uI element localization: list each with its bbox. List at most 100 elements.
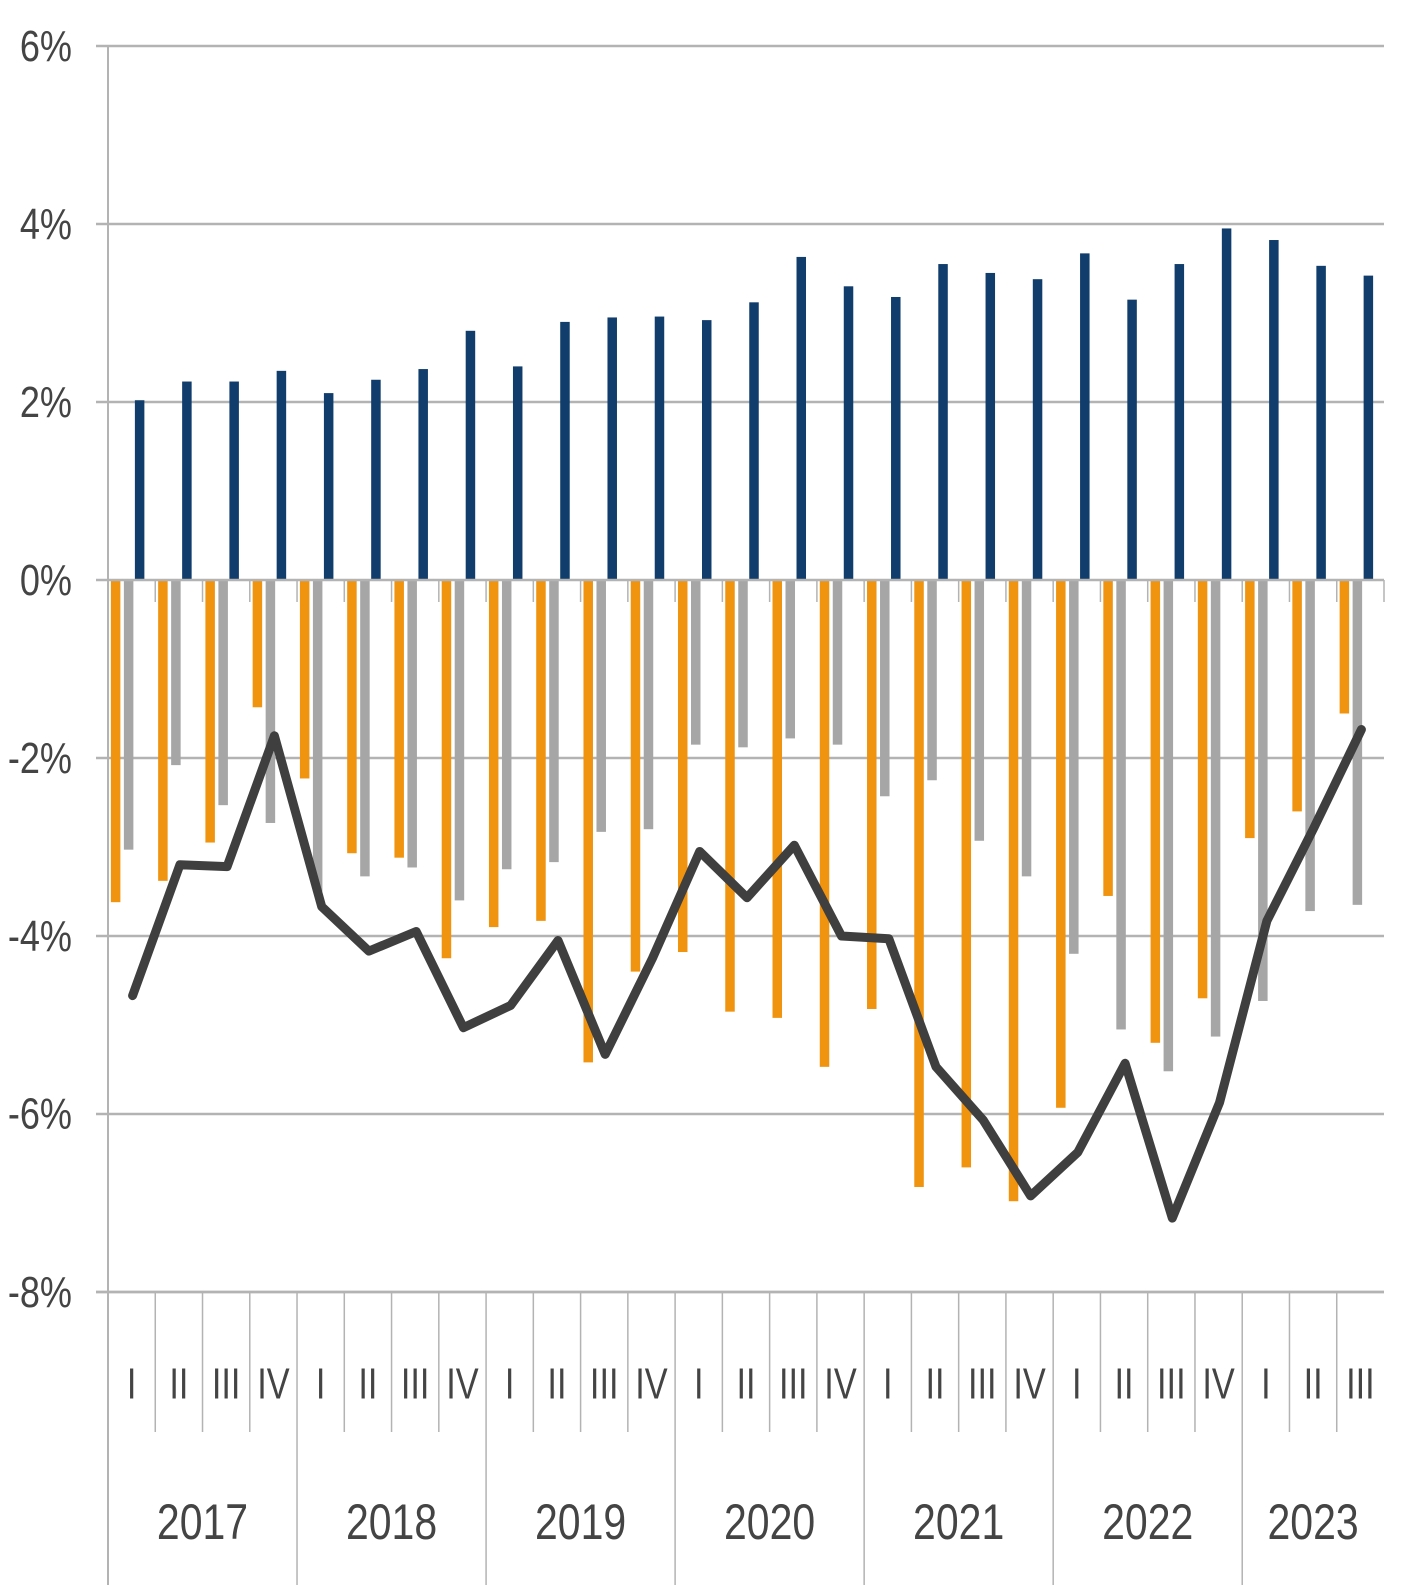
bar — [1258, 580, 1268, 1001]
quarter-label: I — [1072, 1359, 1082, 1408]
bar — [749, 302, 759, 580]
bar — [1339, 580, 1350, 714]
quarter-label: IV — [635, 1359, 668, 1408]
bar — [1305, 580, 1315, 912]
quarter-label: II — [547, 1359, 566, 1408]
bar — [961, 580, 972, 1168]
bar — [488, 580, 499, 928]
year-label: 2017 — [157, 1494, 248, 1550]
quarter-label: IV — [446, 1359, 479, 1408]
quarter-label: IV — [257, 1359, 290, 1408]
bar — [1163, 580, 1174, 1072]
quarter-label: IV — [824, 1359, 857, 1408]
bar — [1080, 253, 1090, 580]
bar — [985, 272, 996, 580]
quarter-label: IV — [1013, 1359, 1046, 1408]
bar — [1174, 264, 1185, 580]
quarter-label: I — [127, 1359, 137, 1408]
y-tick-label: 4% — [20, 199, 72, 248]
bar — [110, 580, 121, 903]
bar — [690, 580, 701, 745]
bar — [891, 296, 901, 580]
bar — [630, 580, 641, 972]
bar — [725, 580, 735, 1012]
quarter-label: II — [358, 1359, 377, 1408]
bars — [110, 228, 1374, 1202]
bar — [772, 580, 783, 1018]
bar — [360, 580, 370, 877]
bar — [1032, 279, 1043, 580]
bar — [1269, 240, 1279, 580]
bar — [1069, 580, 1079, 954]
bar — [347, 580, 357, 854]
year-label: 2023 — [1268, 1494, 1359, 1550]
bar — [583, 580, 593, 1063]
y-tick-label: 0% — [20, 555, 72, 604]
y-tick-label: -8% — [8, 1267, 72, 1316]
bar — [536, 580, 546, 921]
bar — [796, 256, 807, 580]
quarter-label: III — [401, 1359, 430, 1408]
bar — [677, 580, 688, 953]
quarter-label: II — [926, 1359, 945, 1408]
bar — [549, 580, 559, 863]
bar — [265, 580, 276, 823]
bar — [229, 381, 239, 580]
bar — [1221, 228, 1232, 580]
bar — [182, 381, 192, 580]
bar — [880, 580, 890, 797]
bar — [738, 580, 748, 748]
year-label: 2020 — [724, 1494, 815, 1550]
quarter-label: I — [1261, 1359, 1271, 1408]
bar — [643, 580, 654, 830]
bar — [501, 580, 512, 870]
quarter-label: I — [316, 1359, 326, 1408]
bar — [1363, 275, 1374, 580]
quarter-label: I — [694, 1359, 704, 1408]
bar — [1116, 580, 1126, 1030]
bar — [607, 317, 617, 580]
quarter-label: II — [1115, 1359, 1134, 1408]
bar — [1150, 580, 1161, 1043]
bar — [1245, 580, 1255, 839]
bar — [312, 580, 323, 892]
bar — [1210, 580, 1221, 1037]
y-axis-labels: -8% -6% -4% -2% 0% 2% 4% 6% — [8, 21, 72, 1316]
bar — [205, 580, 215, 843]
bar — [654, 316, 665, 580]
bar — [785, 580, 796, 739]
quarter-label: II — [169, 1359, 188, 1408]
bar — [1056, 580, 1066, 1108]
bar — [1103, 580, 1113, 896]
y-tick-label: 2% — [20, 377, 72, 426]
bar — [218, 580, 228, 806]
bar — [323, 393, 334, 580]
year-label: 2022 — [1102, 1494, 1193, 1550]
y-tick-label: -4% — [8, 911, 72, 960]
bar — [832, 580, 843, 745]
bar — [938, 264, 948, 580]
quarter-label: II — [736, 1359, 755, 1408]
quarter-label: IV — [1202, 1359, 1235, 1408]
bar — [701, 320, 712, 580]
bar — [134, 400, 145, 580]
bar — [123, 580, 134, 850]
bar — [441, 580, 452, 959]
quarter-label: I — [505, 1359, 515, 1408]
bar — [299, 580, 310, 779]
bar — [418, 369, 428, 580]
line-series — [128, 725, 1366, 1223]
year-label: 2021 — [913, 1494, 1004, 1550]
quarter-label: I — [883, 1359, 893, 1408]
bar — [407, 580, 417, 868]
bar — [454, 580, 465, 901]
bar — [158, 580, 168, 881]
y-tick-label: -2% — [8, 733, 72, 782]
bar — [867, 580, 877, 1009]
year-label: 2019 — [535, 1494, 626, 1550]
bar — [465, 330, 476, 580]
quarter-label: III — [212, 1359, 241, 1408]
bar — [843, 286, 854, 580]
bar — [371, 379, 381, 580]
